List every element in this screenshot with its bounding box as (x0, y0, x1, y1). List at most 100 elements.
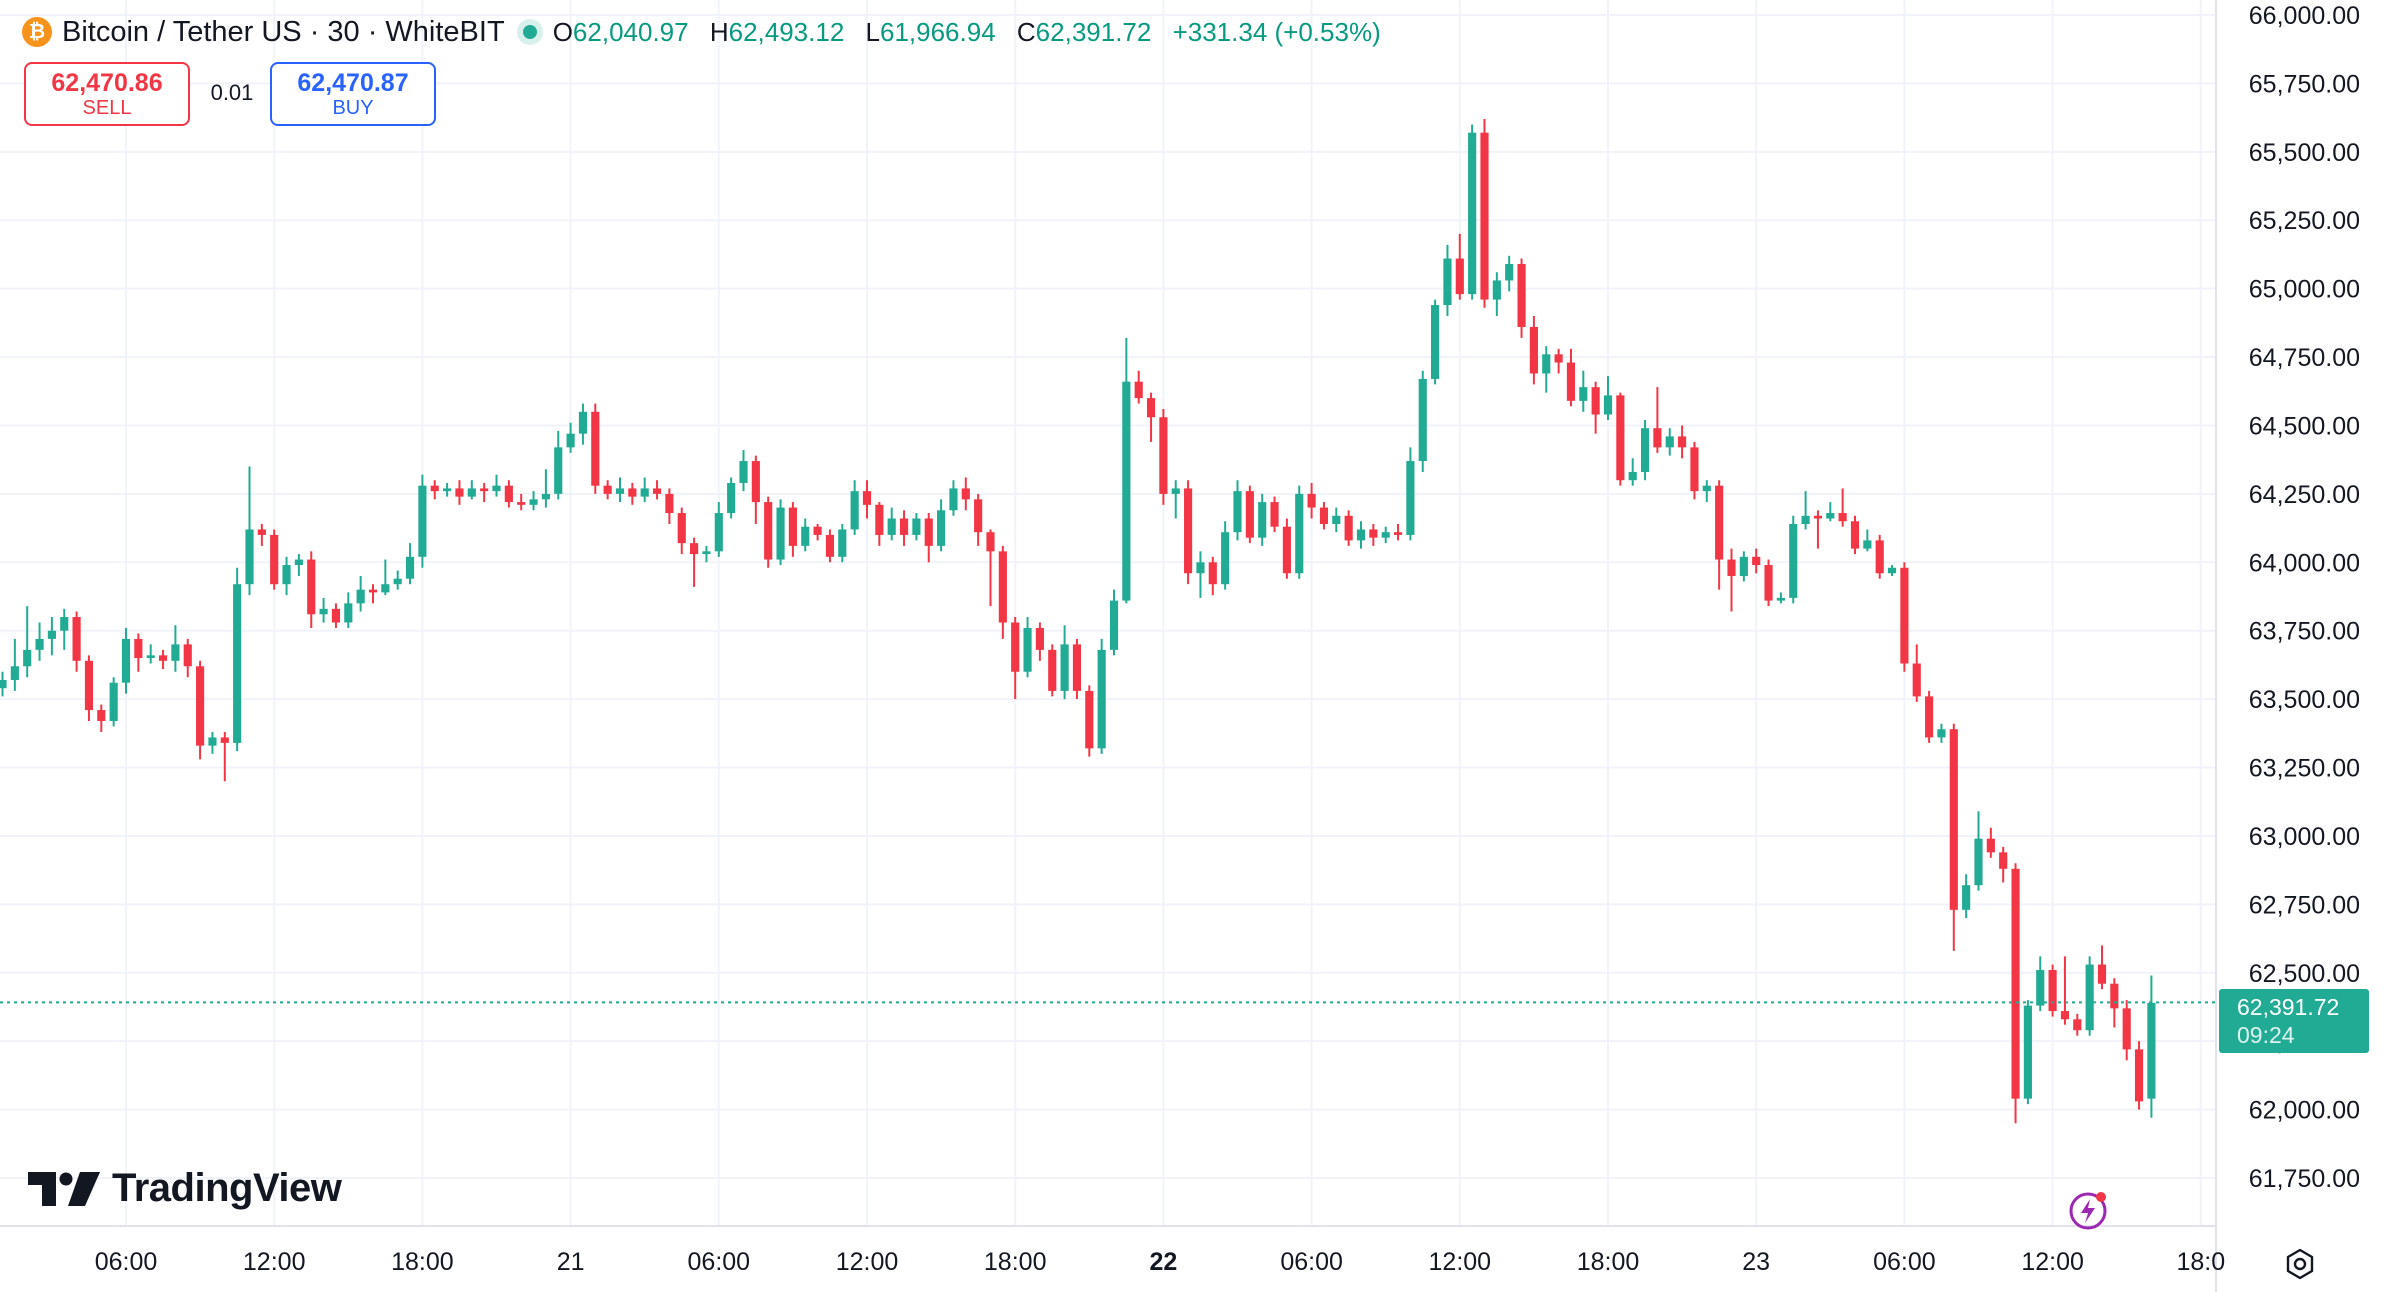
candle (10, 638, 19, 691)
market-status-icon[interactable] (522, 25, 537, 39)
candle-body (381, 584, 390, 593)
candle (677, 507, 686, 555)
candle (1640, 419, 1650, 481)
candle (1653, 387, 1662, 453)
price-tick-label: 64,250.00 (2249, 481, 2360, 509)
sell-button[interactable]: 62,470.86 SELL (24, 62, 190, 126)
candle-body (1838, 513, 1847, 522)
time-tick-label: 06:00 (1873, 1248, 1936, 1276)
candle-body (1344, 515, 1353, 541)
time-tick-label: 12:00 (2021, 1248, 2084, 1276)
tradingview-logo[interactable]: TradingView (28, 1166, 342, 1211)
candle-body (331, 608, 341, 623)
close-value: 62,391.72 (1035, 16, 1152, 47)
open-label: O (552, 16, 573, 47)
candle-body (813, 526, 822, 535)
candle-body (1554, 354, 1563, 363)
candle-body (1789, 523, 1798, 598)
candle (1566, 348, 1576, 407)
candle (220, 731, 229, 782)
candle-body (1146, 398, 1156, 418)
price-tick-label: 65,000.00 (2249, 276, 2360, 304)
candle (1270, 496, 1279, 533)
candle (23, 606, 32, 678)
candle-body (35, 638, 44, 650)
order-quantity[interactable]: 0.01 (210, 80, 254, 105)
time-tick-label: 06:00 (1280, 1248, 1343, 1276)
candle (1035, 622, 1044, 661)
candle (1826, 502, 1835, 522)
candle (739, 450, 748, 492)
candle (1468, 124, 1477, 300)
candle (961, 477, 970, 511)
candle-body (72, 617, 81, 661)
candle-body (233, 584, 242, 743)
price-tick-label: 64,000.00 (2249, 549, 2360, 577)
candle-body (727, 482, 736, 514)
candle-series (0, 118, 2156, 1124)
candle (1282, 518, 1291, 579)
candle-body (492, 485, 501, 492)
candle (1406, 447, 1415, 541)
price-axis[interactable]: 61,750.0062,000.0062,250.0062,500.0062,7… (2249, 2, 2360, 1193)
candle-body (1702, 485, 1711, 492)
candle (1381, 526, 1390, 544)
lightning-icon[interactable] (2068, 1190, 2108, 1230)
candle-body (1974, 838, 1983, 886)
candle (887, 507, 896, 541)
bitcoin-icon: ₿ (22, 17, 52, 47)
candle-body (282, 565, 291, 585)
time-tick-label: 23 (1742, 1248, 1770, 1276)
candle (1628, 458, 1637, 486)
price-tick-label: 66,000.00 (2249, 2, 2360, 30)
candle (776, 499, 785, 566)
candle-body (208, 737, 217, 746)
candle-body (825, 534, 835, 557)
candle-body (924, 518, 933, 546)
candle (60, 608, 69, 650)
candle-body (1999, 852, 2008, 869)
candle-body (2073, 1019, 2082, 1031)
candle-body (158, 655, 168, 661)
candle-body (615, 488, 625, 494)
candle (1171, 480, 1180, 519)
candle (1715, 480, 1724, 590)
candle-body (368, 589, 378, 593)
candle-body (418, 485, 427, 557)
candle-body (986, 532, 995, 552)
candle-body (1023, 627, 1032, 672)
candle-body (949, 488, 958, 511)
buy-button[interactable]: 62,470.87 BUY (270, 62, 436, 126)
candle (1912, 644, 1921, 702)
time-axis[interactable]: 06:00 12:00 18:00 21 06:00 12:00 18:00 22 06:00 1… (95, 1248, 2225, 1276)
candle (1060, 625, 1069, 700)
candle (912, 513, 921, 541)
candle-body (1492, 280, 1501, 300)
candle (1887, 565, 1897, 576)
candle-body (1184, 488, 1193, 574)
candle-body (1764, 565, 1773, 601)
candle (1011, 617, 1020, 700)
candle-body (97, 710, 106, 722)
candle (2134, 1041, 2144, 1110)
candle (1159, 409, 1168, 505)
candle (418, 474, 427, 568)
candle (1690, 441, 1699, 500)
sell-price: 62,470.86 (51, 69, 163, 97)
candle (2011, 863, 2020, 1124)
gear-icon[interactable] (2284, 1248, 2316, 1280)
candle-body (1048, 649, 1057, 691)
candle (183, 638, 192, 678)
candle (937, 499, 946, 552)
candle-body (146, 655, 155, 659)
candle (751, 455, 760, 524)
candle (158, 649, 168, 670)
candle-body (1369, 529, 1378, 538)
candle-body (1035, 627, 1044, 650)
candle (134, 633, 143, 672)
symbol-title[interactable]: Bitcoin / Tether US · 30 · WhiteBIT (62, 15, 505, 48)
candle (492, 474, 501, 497)
candle-body (690, 543, 699, 555)
